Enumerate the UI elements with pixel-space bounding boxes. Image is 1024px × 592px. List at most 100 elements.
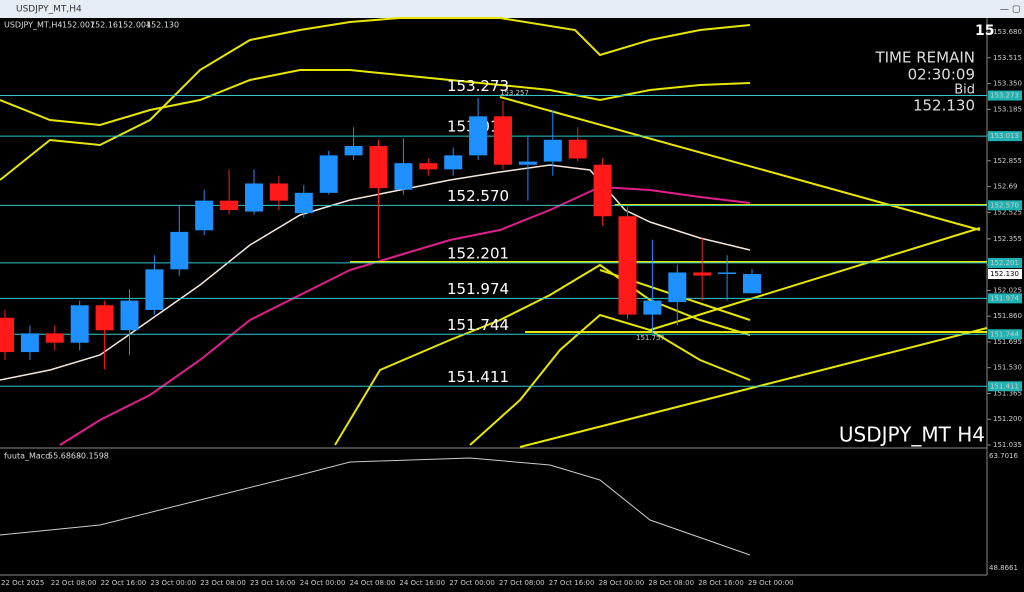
candle-body — [494, 116, 512, 165]
candle-body — [95, 305, 114, 331]
x-tick-label: 24 Oct 16:00 — [399, 579, 445, 587]
macd-name: fuuta_Macd — [4, 452, 50, 461]
lower-band-2 — [469, 313, 751, 446]
macd-line — [0, 457, 751, 556]
candle-body — [294, 192, 313, 214]
axis-price-box — [988, 269, 1022, 280]
title-bar — [0, 0, 1024, 18]
macd-value-1: 55.6868 — [48, 452, 81, 461]
candle-body — [568, 139, 587, 159]
level-label: 151.411 — [447, 368, 509, 386]
candle-body — [45, 333, 64, 343]
candle-body — [170, 231, 189, 270]
bid-label: Bid — [954, 83, 975, 98]
axis-price-label: 152.130 — [990, 270, 1019, 278]
x-tick-label: 28 Oct 16:00 — [698, 579, 744, 587]
x-tick-label: 29 Oct 00:00 — [748, 579, 794, 587]
x-tick-label: 27 Oct 16:00 — [549, 579, 595, 587]
upper-band — [0, 17, 751, 181]
candle-body — [743, 274, 761, 294]
header-symbol: USDJPY_MT,H4 — [4, 21, 62, 30]
axis-level-label: 151.744 — [990, 330, 1019, 338]
y-tick-label: 153.350 — [993, 80, 1022, 88]
candle-body — [394, 163, 413, 190]
candle-body — [245, 183, 263, 212]
window-title: USDJPY_MT,H4 — [16, 5, 82, 15]
y-tick-label: 151.860 — [993, 312, 1022, 320]
macd-axis-top: 63.7016 — [989, 452, 1018, 460]
axis-level-box — [988, 90, 1022, 101]
upper-band-2 — [0, 69, 751, 127]
y-tick-label: 151.200 — [993, 415, 1022, 423]
x-tick-label: 28 Oct 00:00 — [599, 579, 645, 587]
axis-level-box — [988, 293, 1022, 304]
candle-body — [269, 183, 288, 201]
x-tick-label: 28 Oct 08:00 — [648, 579, 694, 587]
macd-axis-bottom: 48.8661 — [989, 564, 1018, 572]
axis-level-label: 151.974 — [990, 294, 1019, 302]
y-tick-label: 153.515 — [993, 54, 1022, 62]
x-tick-label: 27 Oct 00:00 — [449, 579, 495, 587]
x-tick-label: 22 Oct 08:00 — [51, 579, 97, 587]
axis-level-box — [988, 381, 1022, 392]
y-tick-label: 153.680 — [993, 28, 1022, 36]
trendline — [499, 96, 981, 231]
y-tick-label: 152.355 — [993, 235, 1022, 243]
y-tick-label: 151.530 — [993, 364, 1022, 372]
candle-body — [120, 300, 139, 331]
x-tick-label: 23 Oct 16:00 — [250, 579, 296, 587]
axis-level-label: 153.013 — [990, 132, 1019, 140]
axis-level-box — [988, 131, 1022, 142]
header-open: 152.007 — [62, 21, 95, 30]
candle-body — [369, 145, 388, 189]
macd-value-2: -0.1598 — [78, 452, 109, 461]
header-close: 152.130 — [146, 21, 179, 30]
y-tick-label: 153.185 — [993, 105, 1022, 113]
x-tick-label: 22 Oct 16:00 — [101, 579, 147, 587]
candle-body — [319, 155, 338, 193]
level-label: 151.744 — [447, 316, 509, 334]
candle-body — [20, 333, 39, 353]
candle-body — [444, 155, 463, 170]
level-label: 152.570 — [447, 187, 509, 205]
axis-level-box — [988, 200, 1022, 211]
candle-body — [618, 216, 637, 315]
axis-level-label: 152.201 — [990, 259, 1019, 267]
candle-body — [145, 269, 164, 310]
y-tick-label: 152.525 — [993, 208, 1022, 216]
clipped-text: 15 — [975, 23, 994, 39]
y-tick-label: 151.035 — [993, 441, 1022, 449]
level-label: 152.201 — [447, 244, 509, 262]
candle-body — [543, 139, 562, 162]
window-controls[interactable]: — ▢ ✕ — [1000, 5, 1024, 15]
level-label: 151.974 — [447, 280, 509, 298]
candle-body — [195, 200, 214, 231]
indicators — [0, 17, 988, 556]
high-marker: 153.257 — [500, 89, 529, 97]
level-label: 153.273 — [447, 77, 509, 95]
axis-level-box — [988, 257, 1022, 268]
candle-body — [469, 116, 488, 156]
axis-level-label: 152.570 — [990, 201, 1019, 209]
axis-level-box — [988, 329, 1022, 340]
y-tick-label: 152.69 — [993, 183, 1018, 191]
candle-body — [643, 300, 662, 315]
x-tick-label: 23 Oct 08:00 — [200, 579, 246, 587]
header-low: 152.004 — [118, 21, 151, 30]
time-remain-label: TIME REMAIN — [874, 49, 975, 67]
y-tick-label: 152.855 — [993, 157, 1022, 165]
candle-body — [220, 200, 239, 211]
y-tick-label: 152.025 — [993, 286, 1022, 294]
axis-level-label: 151.411 — [990, 382, 1019, 390]
trendline — [519, 327, 988, 448]
y-tick-label: 151.365 — [993, 389, 1022, 397]
x-tick-label: 24 Oct 08:00 — [350, 579, 396, 587]
trendline — [649, 227, 981, 331]
x-tick-label: 22 Oct 2025 — [1, 579, 44, 587]
time-remain: 02:30:09 — [908, 66, 975, 84]
x-tick-label: 24 Oct 00:00 — [300, 579, 346, 587]
low-marker: 151.75? — [636, 334, 664, 342]
candle-body — [70, 305, 89, 343]
